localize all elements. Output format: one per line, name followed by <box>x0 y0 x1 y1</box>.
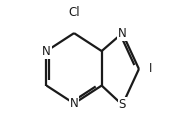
Text: N: N <box>42 45 51 58</box>
Text: I: I <box>148 63 152 75</box>
Text: Cl: Cl <box>68 6 80 19</box>
Text: S: S <box>119 98 126 111</box>
Text: N: N <box>118 27 127 40</box>
Text: N: N <box>70 97 78 110</box>
